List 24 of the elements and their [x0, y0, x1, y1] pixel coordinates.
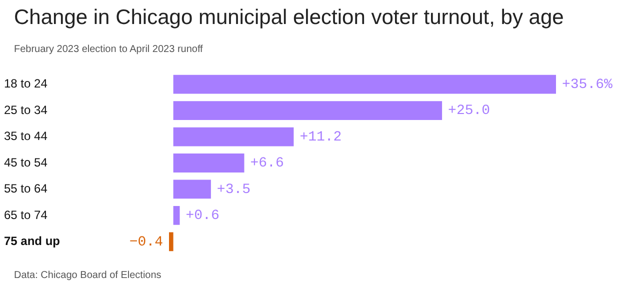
y-tick-label: 55 to 64 — [4, 182, 48, 196]
text: Data: Chicago Board of Elections — [14, 270, 162, 281]
data-label: +25.0 — [448, 103, 490, 120]
y-tick-label: 65 to 74 — [4, 208, 48, 222]
data-label: +11.2 — [300, 129, 342, 146]
chart-title: Change in Chicago municipal election voter turnout, by age — [14, 6, 564, 30]
y-tick-label: 35 to 44 — [4, 129, 48, 144]
data-label: +6.6 — [250, 156, 284, 172]
y-tick-label: 25 to 34 — [4, 102, 48, 117]
chart-subtitle: February 2023 election to April 2023 runoff — [14, 44, 203, 55]
bar — [173, 206, 180, 225]
bar — [173, 101, 442, 120]
data-label: +3.5 — [216, 182, 251, 198]
data-label: +35.6% — [562, 77, 614, 94]
bar — [173, 180, 211, 199]
bar — [173, 154, 244, 172]
bar — [173, 127, 294, 146]
data-label: −0.4 — [129, 234, 163, 250]
y-tick-label: 75 and up — [4, 234, 60, 248]
y-tick-label: 18 to 24 — [4, 76, 48, 91]
y-tick-label: 45 to 54 — [4, 155, 48, 170]
bar — [169, 232, 174, 252]
bar — [173, 74, 556, 94]
data-label: +0.6 — [186, 208, 220, 224]
